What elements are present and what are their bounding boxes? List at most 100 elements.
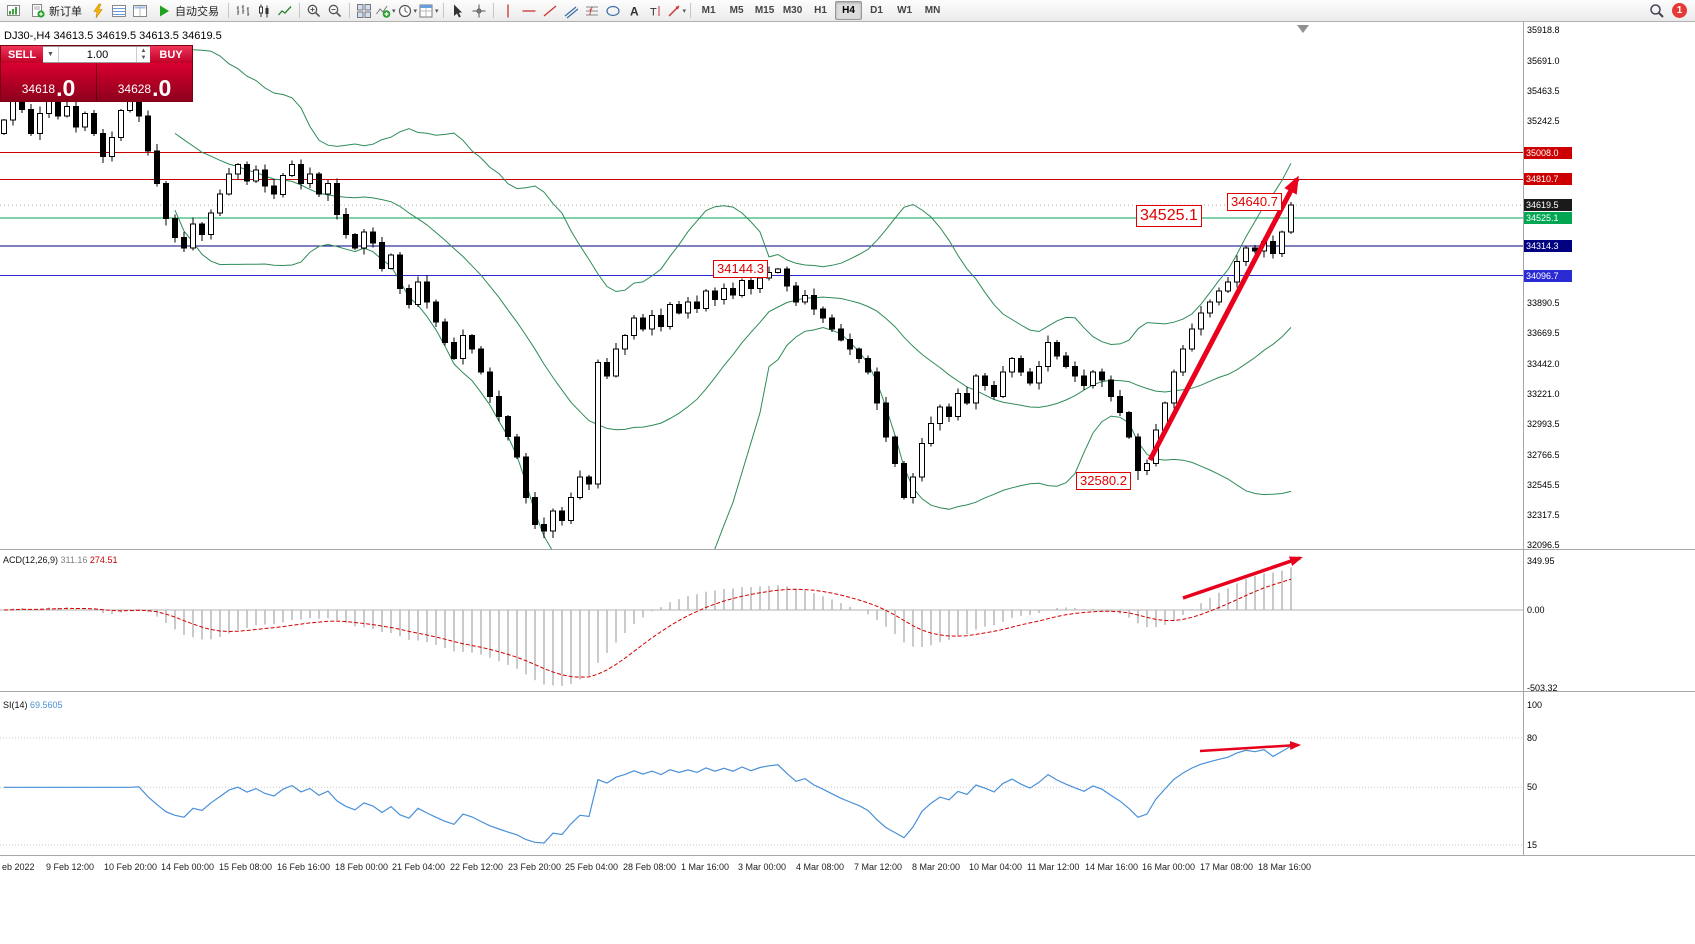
buy-button[interactable]: BUY (150, 46, 192, 63)
macd-axis-tick: 0.00 (1527, 605, 1545, 615)
new-chart-icon[interactable] (4, 2, 24, 20)
bar-chart-icon[interactable] (233, 2, 253, 20)
text-icon[interactable]: A (624, 2, 644, 20)
indicators-icon[interactable]: ▾ (375, 2, 396, 20)
price-axis-badge: 34525.1 (1524, 212, 1572, 224)
price-axis-badge: 35008.0 (1524, 147, 1572, 159)
data-window-icon[interactable] (130, 2, 150, 20)
time-axis-label: eb 2022 (2, 862, 35, 872)
timeframe-mn[interactable]: MN (924, 5, 941, 16)
arrows-icon[interactable]: ▾ (666, 2, 686, 20)
one-click-trading-panel: SELL ▼ 1.00 ▲ ▼ BUY 34618.0 34628.0 (0, 45, 193, 102)
timeframe-m30[interactable]: M30 (782, 5, 803, 16)
time-axis-label: 16 Feb 16:00 (277, 862, 331, 872)
toolbar-separator (228, 3, 229, 18)
rsi-axis-tick: 80 (1527, 733, 1538, 743)
timeframe-m15[interactable]: M15 (754, 5, 775, 16)
time-axis-label: 1 Mar 16:00 (681, 862, 730, 872)
sell-button[interactable]: SELL (1, 46, 43, 63)
zoom-in-icon[interactable] (304, 2, 324, 20)
cursor-icon[interactable] (448, 2, 468, 20)
time-axis-label: 15 Feb 08:00 (219, 862, 273, 872)
price-axis-tick: 32317.5 (1527, 510, 1560, 520)
periods-icon[interactable]: ▾ (397, 2, 417, 20)
time-axis-label: 3 Mar 00:00 (738, 862, 787, 872)
rsi-axis-tick: 50 (1527, 782, 1538, 792)
time-axis-label: 25 Feb 04:00 (565, 862, 619, 872)
price-axis-tick: 32766.5 (1527, 450, 1560, 460)
volume-dropdown-caret[interactable]: ▼ (43, 47, 59, 62)
sell-price[interactable]: 34618.0 (21, 75, 76, 102)
main-chart-canvas[interactable] (0, 22, 1695, 549)
macd-panel-canvas[interactable] (0, 551, 1695, 691)
volume-stepper[interactable]: ▲ ▼ (136, 47, 150, 62)
time-axis-label: 23 Feb 20:00 (508, 862, 562, 872)
toolbar-separator (492, 3, 494, 18)
market-watch-icon[interactable] (109, 2, 129, 20)
price-axis-tick: 32096.5 (1527, 540, 1560, 550)
rsi-panel-canvas[interactable] (0, 693, 1695, 855)
ohlc-info: DJ30-,H4 34613.5 34619.5 34613.5 34619.5 (4, 30, 222, 42)
price-axis-badge: 34314.3 (1524, 240, 1572, 252)
panel-separator[interactable] (0, 691, 1695, 692)
price-axis-tick: 32993.5 (1527, 419, 1560, 429)
price-annotation[interactable]: 34640.7 (1227, 193, 1282, 212)
crosshair-icon[interactable] (469, 2, 489, 20)
time-axis-label: 21 Feb 04:00 (392, 862, 446, 872)
time-axis-label: 18 Mar 16:00 (1258, 862, 1312, 872)
price-axis-tick: 33890.5 (1527, 298, 1560, 308)
search-icon[interactable] (1647, 2, 1667, 20)
fibonacci-icon[interactable]: f (582, 2, 602, 20)
toolbar-separator (299, 3, 300, 18)
time-axis-label: 7 Mar 12:00 (854, 862, 903, 872)
notification-badge[interactable]: 1 (1672, 3, 1687, 18)
timeframe-d1[interactable]: D1 (870, 5, 883, 16)
time-axis-label: 17 Mar 08:00 (1200, 862, 1254, 872)
timeframe-h4[interactable]: H4 (835, 1, 863, 20)
panel-separator (0, 855, 1695, 856)
price-axis-tick: 33442.0 (1527, 359, 1560, 369)
price-axis-tick: 35918.8 (1527, 25, 1560, 35)
price-annotation[interactable]: 32580.2 (1076, 472, 1131, 491)
time-axis-label: 4 Mar 08:00 (796, 862, 845, 872)
time-axis-label: 10 Mar 04:00 (969, 862, 1023, 872)
volume-field[interactable]: ▼ 1.00 ▲ ▼ (43, 46, 150, 63)
price-axis-tick: 35242.5 (1527, 116, 1560, 126)
time-axis-label: 14 Feb 00:00 (161, 862, 215, 872)
price-annotation[interactable]: 34144.3 (713, 260, 768, 279)
price-axis-tick: 35691.0 (1527, 56, 1560, 66)
shapes-icon[interactable] (603, 2, 623, 20)
timeframe-w1[interactable]: W1 (897, 5, 913, 16)
timeframe-h1[interactable]: H1 (814, 5, 827, 16)
zoom-out-icon[interactable] (325, 2, 345, 20)
volume-value[interactable]: 1.00 (86, 48, 109, 61)
macd-axis-tick: -503.32 (1527, 683, 1558, 693)
panel-divider (96, 63, 97, 101)
toolbar: 新订单 自动交易 ▾ ▾ ▾ f A T ▾ M1 M5 M15 M30 H1 H4 D1 W1 MN 1 (0, 0, 1695, 22)
price-axis-tick: 33221.0 (1527, 389, 1560, 399)
price-axis-separator (1523, 22, 1524, 855)
chart-window[interactable]: DJ30-,H4 34613.5 34619.5 34613.5 34619.5… (0, 22, 1695, 944)
auto-trading-button[interactable]: 自动交易 (151, 2, 224, 20)
new-order-button[interactable]: 新订单 (25, 2, 87, 20)
lightning-icon[interactable] (88, 2, 108, 20)
templates-icon[interactable]: ▾ (418, 2, 439, 20)
buy-price[interactable]: 34628.0 (117, 75, 172, 102)
trendline-icon[interactable] (540, 2, 560, 20)
price-annotation[interactable]: 34525.1 (1136, 205, 1202, 227)
line-chart-icon[interactable] (275, 2, 295, 20)
label-icon[interactable]: T (645, 2, 665, 20)
channel-icon[interactable] (561, 2, 581, 20)
timeframe-m5[interactable]: M5 (729, 5, 744, 16)
price-axis-tick: 33669.5 (1527, 328, 1560, 338)
panel-separator[interactable] (0, 549, 1695, 550)
timeframe-m1[interactable]: M1 (701, 5, 716, 16)
time-axis-label: 14 Mar 16:00 (1085, 862, 1139, 872)
candlestick-icon[interactable] (254, 2, 274, 20)
vertical-line-icon[interactable] (498, 2, 518, 20)
time-axis-label: 11 Mar 12:00 (1027, 862, 1080, 872)
horizontal-line-icon[interactable] (519, 2, 539, 20)
time-axis-label: 22 Feb 12:00 (450, 862, 504, 872)
macd-axis-tick: 349.95 (1527, 556, 1555, 566)
tile-windows-icon[interactable] (354, 2, 374, 20)
